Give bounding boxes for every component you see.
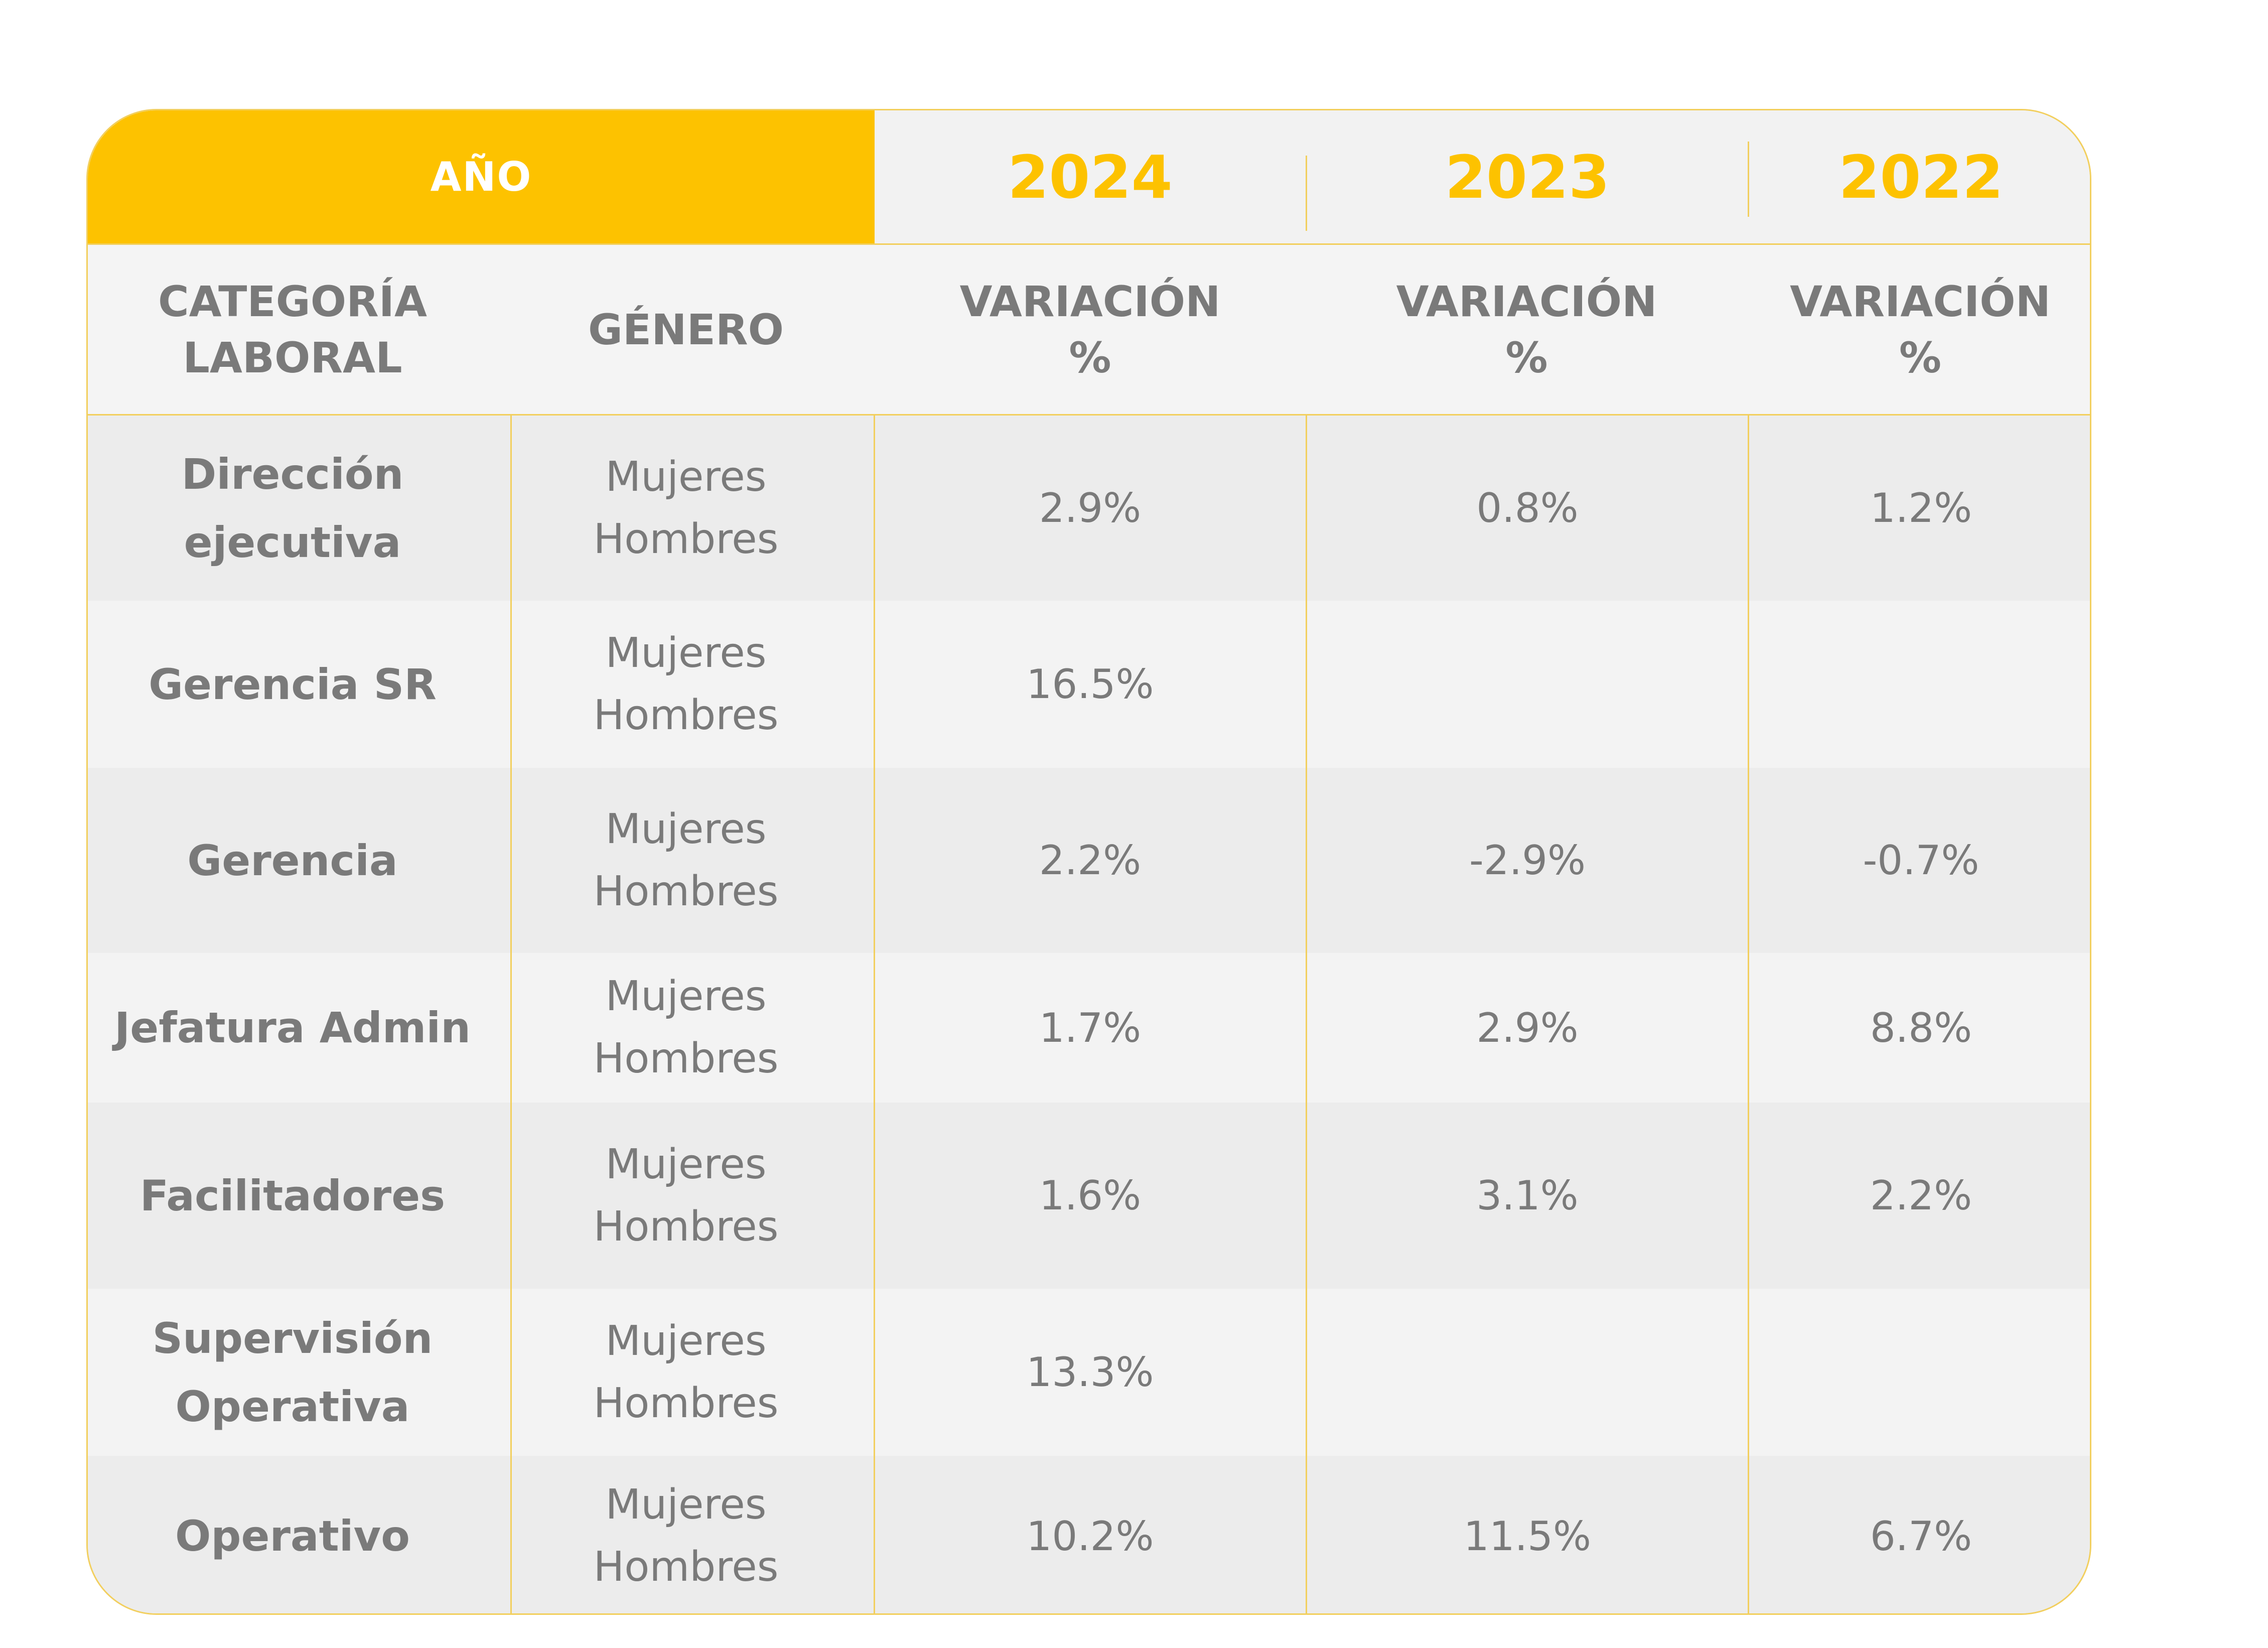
gender-cell: Mujeres Hombres [497, 768, 875, 953]
gender-men-label: Hombres [593, 515, 779, 563]
header-divider [88, 414, 2090, 416]
table-row: Dirección ejecutiva Mujeres Hombres 2.9%… [88, 416, 2090, 601]
table-row: Gerencia Mujeres Hombres 2.2% -2.9% -0.7… [88, 768, 2090, 953]
column-divider [874, 416, 875, 1613]
value-2024-cell: 1.7% [1039, 1004, 1142, 1051]
gender-men-label: Hombres [593, 691, 779, 739]
gender-cell: Mujeres Hombres [497, 1103, 875, 1289]
category-cell: Dirección ejecutiva [181, 449, 404, 567]
gender-women-label: Mujeres [605, 805, 767, 853]
value-2024-cell: 16.5% [1026, 661, 1154, 708]
value-2023-cell: 0.8% [1476, 485, 1579, 531]
column-header-variation-2023: VARIACIÓN % [1396, 277, 1657, 382]
variation-table: AÑO 2024 2023 2022 CATEGORÍA LABORAL GÉN… [86, 109, 2091, 1615]
gender-cell: Mujeres Hombres [497, 1289, 875, 1456]
gender-women-label: Mujeres [605, 629, 767, 677]
value-2022-cell: 1.2% [1870, 485, 1972, 531]
gender-women-label: Mujeres [605, 453, 767, 501]
value-2022-cell [1749, 601, 2090, 768]
column-header-variation-2024: VARIACIÓN % [959, 277, 1221, 382]
value-2024-cell: 2.9% [1039, 485, 1142, 531]
gender-cell: Mujeres Hombres [497, 1456, 875, 1613]
value-2022-cell: 2.2% [1870, 1172, 1972, 1219]
column-divider [510, 416, 512, 1613]
gender-women-label: Mujeres [605, 1317, 767, 1365]
column-header-gender: GÉNERO [588, 305, 784, 354]
year-label-cell: AÑO [88, 110, 875, 243]
gender-women-label: Mujeres [605, 973, 767, 1020]
value-2022-cell [1749, 1289, 2090, 1456]
gender-women-label: Mujeres [605, 1140, 767, 1188]
value-2024-cell: 2.2% [1039, 837, 1142, 884]
column-header-band [88, 245, 2090, 414]
column-header-category: CATEGORÍA LABORAL [158, 277, 428, 382]
year-2023-header: 2023 [1445, 142, 1610, 212]
year-2024-header: 2024 [1008, 142, 1173, 212]
value-2023-cell [1307, 1289, 1748, 1456]
column-divider [1748, 416, 1749, 1613]
category-cell: Gerencia [187, 836, 398, 885]
gender-cell: Mujeres Hombres [497, 601, 875, 768]
gender-men-label: Hombres [593, 1379, 779, 1427]
category-cell: Supervisión Operativa [152, 1313, 433, 1431]
category-cell: Gerencia SR [149, 659, 437, 709]
table-row: Supervisión Operativa Mujeres Hombres 13… [88, 1289, 2090, 1456]
year-separator [1306, 156, 1307, 231]
value-2024-cell: 1.6% [1039, 1172, 1142, 1219]
value-2024-cell: 10.2% [1026, 1513, 1154, 1560]
category-cell: Jefatura Admin [114, 1003, 471, 1052]
gender-men-label: Hombres [593, 1543, 779, 1591]
value-2023-cell: -2.9% [1469, 837, 1586, 884]
gender-men-label: Hombres [593, 1202, 779, 1251]
table-row: Jefatura Admin Mujeres Hombres 1.7% 2.9%… [88, 953, 2090, 1103]
category-cell: Operativo [175, 1512, 410, 1561]
table-row: Facilitadores Mujeres Hombres 1.6% 3.1% … [88, 1103, 2090, 1289]
category-cell: Facilitadores [139, 1171, 446, 1220]
gender-men-label: Hombres [593, 867, 779, 915]
value-2023-cell: 3.1% [1476, 1172, 1579, 1219]
gender-cell: Mujeres Hombres [497, 416, 875, 601]
table-row: Gerencia SR Mujeres Hombres 16.5% [88, 601, 2090, 768]
column-header-variation-2022: VARIACIÓN % [1790, 277, 2051, 382]
value-2022-cell: 8.8% [1870, 1004, 1972, 1051]
year-2022-header: 2022 [1838, 142, 2004, 212]
gender-men-label: Hombres [593, 1035, 779, 1082]
value-2023-cell: 2.9% [1476, 1004, 1579, 1051]
table-row: Operativo Mujeres Hombres 10.2% 11.5% 6.… [88, 1456, 2090, 1613]
value-2024-cell: 13.3% [1026, 1349, 1154, 1396]
gender-women-label: Mujeres [605, 1481, 767, 1529]
column-divider [1306, 416, 1307, 1613]
value-2022-cell: -0.7% [1863, 837, 1979, 884]
value-2023-cell: 11.5% [1463, 1513, 1592, 1560]
header-divider [88, 243, 2090, 245]
value-2023-cell [1307, 601, 1748, 768]
gender-cell: Mujeres Hombres [497, 953, 875, 1103]
value-2022-cell: 6.7% [1870, 1513, 1972, 1560]
year-separator [1748, 142, 1749, 217]
